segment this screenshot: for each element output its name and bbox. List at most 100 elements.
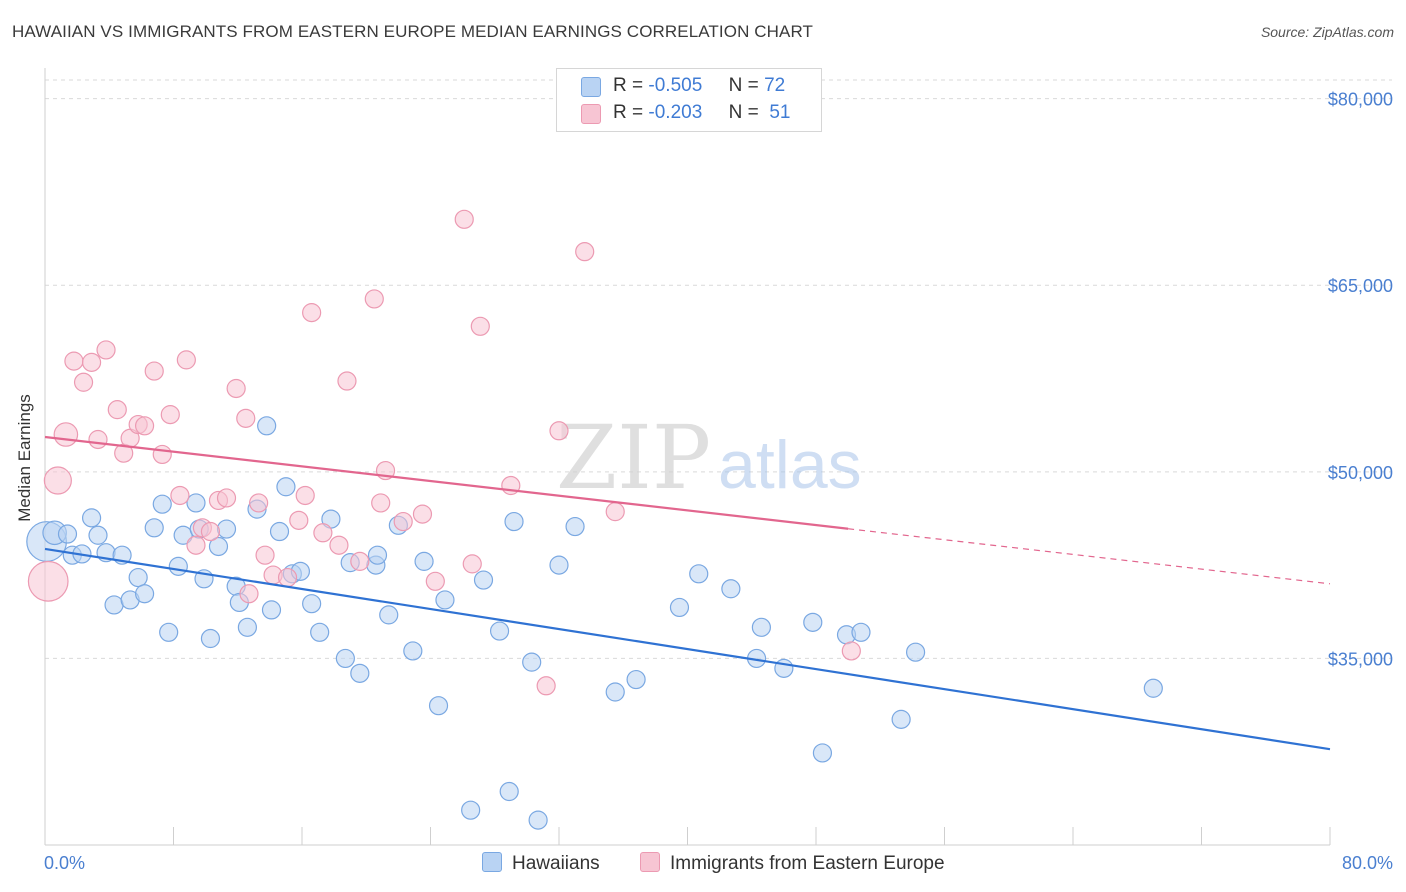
hawaiians-point: [216, 519, 237, 539]
eastern-europe-point: [313, 523, 333, 543]
hawaiians-point: [435, 590, 455, 610]
hawaiians-point: [626, 669, 646, 690]
hawaiians-point: [88, 525, 108, 545]
hawaiians-point: [851, 622, 871, 642]
hawaiians-point: [1143, 678, 1163, 698]
series-label: Hawaiians: [512, 853, 600, 874]
eastern-europe-point: [226, 378, 246, 399]
y-axis-label: Median Earnings: [15, 394, 34, 522]
legend-r-value: -0.203: [648, 102, 703, 123]
hawaiians-point: [669, 597, 690, 618]
hawaiians-point: [461, 800, 481, 820]
eastern-europe-point: [329, 535, 349, 555]
hawaiians-point: [81, 508, 102, 528]
legend-r-label: R =: [613, 102, 644, 123]
eastern-europe-point: [393, 511, 413, 532]
hawaiians-point: [335, 648, 355, 669]
eastern-europe-point: [176, 350, 196, 370]
eastern-europe-point: [575, 242, 595, 262]
series-label: Immigrants from Eastern Europe: [670, 853, 945, 874]
eastern-europe-point: [186, 535, 206, 555]
hawaiians-point: [104, 595, 124, 615]
hawaiians-point: [689, 564, 709, 584]
eastern-europe-trend-extension: [848, 528, 1331, 585]
hawaiians-point: [261, 600, 282, 620]
eastern-europe-point: [160, 405, 180, 425]
eastern-europe-point: [134, 416, 155, 436]
watermark-zip: ZIP: [556, 406, 711, 509]
eastern-europe-point: [337, 371, 357, 391]
hawaiians-point: [269, 521, 290, 542]
eastern-europe-point: [107, 400, 127, 420]
eastern-europe-trend-line: [44, 435, 849, 530]
eastern-europe-point: [536, 676, 556, 696]
eastern-europe-point: [200, 521, 221, 542]
eastern-europe-point: [236, 408, 256, 428]
hawaiians-point: [473, 570, 494, 590]
grid-lines: [45, 79, 1392, 659]
trend-lines: [44, 435, 1331, 751]
eastern-europe-point: [239, 584, 259, 604]
x-tick-labels: 0.0% 80.0%: [44, 853, 1393, 873]
hawaiians-point: [812, 743, 833, 763]
y-tick-label: $80,000: [1328, 90, 1393, 110]
eastern-europe-point: [277, 567, 298, 588]
eastern-europe-point: [73, 372, 94, 392]
eastern-europe-point: [249, 493, 269, 513]
legend-swatch-pink: [581, 104, 601, 124]
correlation-legend: R = -0.505 N = 72 R = -0.203 N = 51: [556, 68, 822, 132]
hawaiians-point: [152, 494, 172, 514]
hawaiians-point: [310, 622, 330, 642]
eastern-europe-point: [27, 560, 69, 602]
series-swatch-pink: [640, 852, 660, 872]
series-legend-hawaiians: Hawaiians: [482, 852, 600, 875]
eastern-europe-point: [53, 422, 79, 447]
axes: [44, 68, 1331, 846]
hawaiians-point: [144, 518, 164, 538]
eastern-europe-point: [371, 493, 391, 513]
legend-n-label: N =: [728, 75, 759, 96]
x-tick-label: 0.0%: [44, 853, 85, 873]
eastern-europe-point: [462, 554, 482, 574]
hawaiians-point: [504, 511, 524, 532]
hawaiians-point: [489, 621, 510, 641]
series-swatch-blue: [482, 852, 502, 872]
hawaiians-point: [276, 477, 296, 497]
eastern-europe-point: [454, 209, 474, 229]
hawaiians-point: [403, 641, 423, 661]
hawaiians-point: [565, 516, 585, 537]
eastern-europe-point: [295, 485, 315, 506]
hawaiians-point: [168, 556, 188, 576]
hawaiians-point: [721, 579, 741, 599]
hawaiians-point: [428, 696, 449, 716]
watermark-atlas: atlas: [718, 427, 862, 503]
eastern-europe-point: [470, 316, 490, 336]
hawaiians-point: [186, 493, 206, 513]
eastern-europe-point: [96, 340, 116, 360]
hawaiians-point: [499, 781, 519, 802]
hawaiians-point: [200, 628, 221, 649]
hawaiians-point: [237, 617, 257, 637]
hawaiians-point: [208, 536, 229, 557]
legend-swatch-blue: [581, 77, 601, 97]
hawaiians-point: [57, 524, 78, 544]
y-tick-label: $50,000: [1328, 463, 1393, 483]
y-tick-labels: $35,000 $50,000 $65,000 $80,000: [1328, 90, 1393, 670]
eastern-europe-point: [144, 361, 164, 381]
eastern-europe-point: [302, 303, 322, 323]
hawaiians-point: [549, 555, 569, 575]
eastern-europe-point: [350, 551, 370, 571]
legend-n-value: 51: [769, 102, 791, 123]
hawaiians-point: [302, 594, 322, 614]
eastern-europe-point: [412, 504, 433, 524]
legend-r-label: R =: [613, 75, 644, 96]
eastern-europe-point: [81, 352, 102, 372]
hawaiians-point: [803, 612, 823, 632]
hawaiians-point: [891, 709, 911, 729]
eastern-europe-point: [64, 351, 84, 371]
eastern-europe-point: [425, 571, 445, 591]
legend-r-value: -0.505: [648, 75, 703, 96]
legend-n-label: N =: [728, 102, 759, 123]
eastern-europe-point: [605, 502, 625, 522]
